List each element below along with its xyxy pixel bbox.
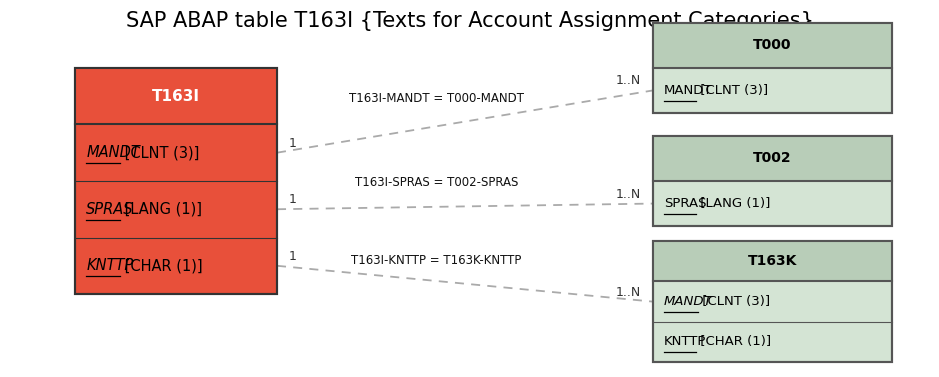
- FancyBboxPatch shape: [653, 241, 892, 282]
- Text: KNTTP: KNTTP: [664, 335, 706, 348]
- Text: MANDT: MANDT: [664, 84, 713, 97]
- FancyBboxPatch shape: [653, 23, 892, 68]
- Text: [LANG (1)]: [LANG (1)]: [696, 197, 770, 210]
- Text: 1..N: 1..N: [616, 286, 641, 299]
- Text: KNTTP: KNTTP: [86, 258, 133, 273]
- FancyBboxPatch shape: [653, 241, 892, 362]
- Text: 1: 1: [288, 193, 296, 206]
- Text: [LANG (1)]: [LANG (1)]: [120, 202, 202, 217]
- Text: [CHAR (1)]: [CHAR (1)]: [696, 335, 771, 348]
- Text: MANDT: MANDT: [664, 295, 713, 308]
- Text: T163I: T163I: [152, 89, 200, 104]
- FancyBboxPatch shape: [653, 136, 892, 226]
- Text: 1..N: 1..N: [616, 75, 641, 87]
- Text: T163I-SPRAS = T002-SPRAS: T163I-SPRAS = T002-SPRAS: [355, 176, 518, 190]
- Text: [CHAR (1)]: [CHAR (1)]: [120, 258, 203, 273]
- Text: SAP ABAP table T163I {Texts for Account Assignment Categories}: SAP ABAP table T163I {Texts for Account …: [126, 11, 813, 31]
- Text: T000: T000: [753, 38, 792, 52]
- FancyBboxPatch shape: [75, 68, 277, 294]
- Text: 1..N: 1..N: [616, 188, 641, 201]
- Text: 1: 1: [288, 250, 296, 263]
- Text: SPRAS: SPRAS: [86, 202, 134, 217]
- Text: T163K: T163K: [747, 254, 797, 268]
- Text: MANDT: MANDT: [86, 145, 140, 160]
- FancyBboxPatch shape: [653, 136, 892, 181]
- Text: 1: 1: [288, 137, 296, 150]
- Text: T163I-KNTTP = T163K-KNTTP: T163I-KNTTP = T163K-KNTTP: [351, 254, 522, 267]
- FancyBboxPatch shape: [75, 68, 277, 124]
- Text: T163I-MANDT = T000-MANDT: T163I-MANDT = T000-MANDT: [349, 92, 524, 105]
- Text: [CLNT (3)]: [CLNT (3)]: [696, 84, 768, 97]
- Text: SPRAS: SPRAS: [664, 197, 706, 210]
- Text: [CLNT (3)]: [CLNT (3)]: [120, 145, 200, 160]
- Text: [CLNT (3)]: [CLNT (3)]: [698, 295, 770, 308]
- Text: T002: T002: [753, 151, 792, 166]
- FancyBboxPatch shape: [653, 23, 892, 113]
